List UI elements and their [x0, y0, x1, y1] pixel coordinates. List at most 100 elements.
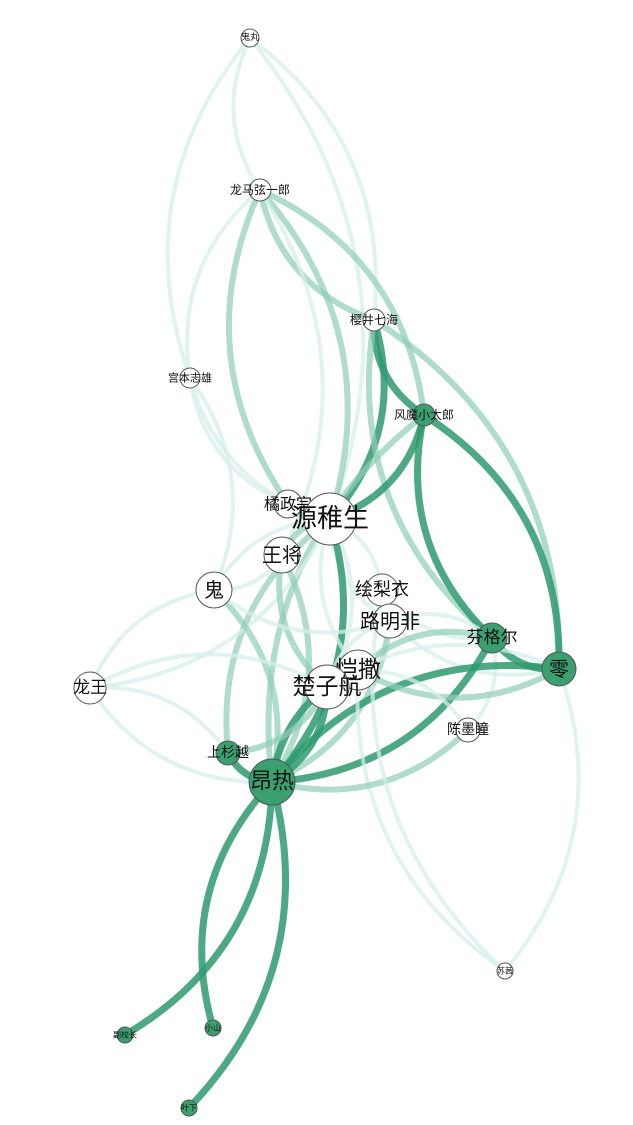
- node-label: 宫本志雄: [168, 371, 212, 385]
- node-angre[interactable]: 昂热: [248, 758, 296, 806]
- node-longma[interactable]: 龙马弦一郎: [230, 178, 290, 202]
- node-luming[interactable]: 路明非: [360, 603, 420, 639]
- node-fuzhen[interactable]: 副校长: [113, 1026, 137, 1044]
- edge-guiwan-yuanzhi: [248, 36, 366, 521]
- node-yexia[interactable]: 叶下: [180, 1099, 198, 1117]
- node-circle: [496, 962, 514, 980]
- node-circle: [195, 571, 233, 609]
- edge-longma-fengmo: [257, 187, 427, 418]
- edge-guiwan-longma: [231, 36, 262, 192]
- node-circle: [240, 28, 260, 48]
- edge-fengmo-fenge: [414, 411, 496, 642]
- node-xiaoshan[interactable]: 小山: [204, 1019, 222, 1037]
- node-label: 陈墨瞳: [447, 721, 489, 738]
- node-circle: [116, 1026, 134, 1044]
- node-label: 橘政宗: [264, 495, 312, 514]
- node-label: 苏茜: [497, 966, 513, 976]
- edge-angre-xiaoshan: [198, 778, 276, 1032]
- node-label: 源稚生: [291, 504, 369, 534]
- node-circle: [204, 1019, 222, 1037]
- node-circle: [303, 492, 357, 546]
- node-shangshan[interactable]: 上杉越: [207, 740, 249, 766]
- edge-yingjing-fenge: [365, 317, 495, 641]
- node-ling[interactable]: 零: [541, 651, 577, 687]
- node-circle: [73, 671, 107, 705]
- node-circle: [372, 603, 408, 639]
- node-circle: [248, 758, 296, 806]
- node-circle: [179, 367, 201, 389]
- node-guiwan[interactable]: 鬼丸: [240, 28, 260, 48]
- node-circle: [248, 178, 272, 202]
- node-yingjing[interactable]: 樱井七海: [350, 308, 398, 332]
- edge-longma-wangjiang: [258, 188, 325, 557]
- node-label: 昂热: [250, 770, 294, 795]
- edge-longma-yingjing: [257, 187, 377, 323]
- edge-kaisa-shuhe: [355, 668, 507, 973]
- node-chuzi[interactable]: 楚子航: [293, 664, 362, 710]
- node-label: 王将: [262, 543, 302, 567]
- edge-gui-luming: [212, 588, 392, 635]
- node-label: 龙王: [73, 678, 107, 698]
- node-circle: [215, 740, 241, 766]
- node-fengmo[interactable]: 风魔小太郎: [394, 403, 454, 427]
- node-yuanzhi[interactable]: 源稚生: [291, 492, 369, 546]
- node-label: 楚子航: [293, 674, 362, 700]
- edge-gongben-yuanzhi: [188, 376, 332, 521]
- edge-guiwan-gongben: [165, 36, 252, 380]
- node-label: 副校长: [113, 1030, 137, 1040]
- edge-longma-juzheng: [225, 187, 291, 507]
- edge-guiwan-yingjing: [248, 36, 378, 322]
- node-label: 风魔小太郎: [394, 407, 454, 422]
- node-circle: [362, 308, 386, 332]
- edge-chuzi-longwang: [88, 652, 329, 690]
- node-circle: [273, 489, 303, 519]
- node-label: 叶下: [181, 1104, 197, 1113]
- edge-gongben-juzheng: [188, 376, 290, 506]
- edge-longwang-shangshan: [88, 685, 230, 755]
- node-label: 鬼丸: [241, 31, 259, 43]
- node-circle: [541, 651, 577, 687]
- edge-layer: [88, 36, 581, 1112]
- edge-longma-yuanzhi: [257, 187, 351, 522]
- edge-shuhe-ling: [503, 667, 581, 973]
- node-label: 鬼: [204, 578, 224, 602]
- edge-longwang-angre: [88, 686, 274, 785]
- node-label: 樱井七海: [350, 312, 398, 327]
- edge-gongben-gui: [188, 376, 235, 592]
- node-circle: [455, 717, 481, 743]
- node-chenmo[interactable]: 陈墨瞳: [447, 717, 489, 743]
- node-shuhe[interactable]: 苏茜: [496, 962, 514, 980]
- edge-longma-gongben: [185, 188, 262, 380]
- edge-angre-chenmo: [269, 727, 471, 793]
- node-label: 路明非: [360, 609, 420, 633]
- node-juzheng[interactable]: 橘政宗: [264, 489, 312, 519]
- node-label: 小山: [205, 1023, 221, 1033]
- node-circle: [412, 403, 436, 427]
- node-gui[interactable]: 鬼: [195, 571, 233, 609]
- edge-shuhe-huili: [370, 588, 507, 973]
- node-circle: [263, 536, 301, 574]
- edge-yuanzhi-shangshan: [223, 516, 333, 756]
- node-label: 芬格尔: [467, 628, 518, 648]
- node-longwang[interactable]: 龙王: [73, 671, 107, 705]
- edge-ling-kaisa: [355, 666, 562, 701]
- node-label: 上杉越: [207, 745, 249, 761]
- node-fenge[interactable]: 芬格尔: [467, 622, 518, 654]
- node-circle: [304, 664, 350, 710]
- node-huili[interactable]: 绘梨衣: [355, 573, 409, 607]
- node-gongben[interactable]: 宫本志雄: [168, 367, 212, 389]
- edge-fengmo-ling: [420, 411, 563, 673]
- edge-yuanzhi-longwang: [88, 517, 332, 690]
- node-label: 零: [549, 657, 569, 681]
- node-circle: [180, 1099, 198, 1117]
- node-label: 绘梨衣: [355, 580, 409, 601]
- edge-angre-yexia: [185, 778, 289, 1112]
- node-circle: [476, 622, 508, 654]
- node-label: 龙马弦一郎: [230, 182, 290, 197]
- edge-angre-fuzhen: [121, 778, 276, 1039]
- edge-yingjing-yuanzhi: [326, 316, 388, 523]
- edge-gui-longwang: [88, 588, 216, 690]
- node-wangjiang[interactable]: 王将: [262, 536, 302, 574]
